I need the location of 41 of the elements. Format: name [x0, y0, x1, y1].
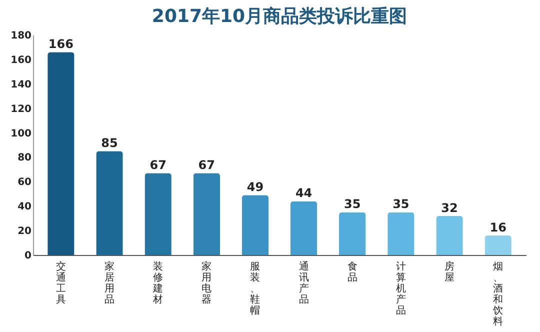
bar: [96, 151, 123, 255]
bar: [193, 173, 220, 255]
data-label: 49: [246, 180, 264, 194]
data-label: 32: [441, 200, 458, 215]
chart-title: 2017年10月商品类投诉比重图: [152, 6, 408, 27]
data-label: 85: [101, 136, 118, 150]
bar: [436, 216, 463, 255]
x-tick-label: 家居用品: [104, 260, 114, 306]
x-tick-label: 服装、鞋帽: [250, 262, 260, 316]
data-label: 35: [392, 197, 410, 212]
x-tick-label: 食品: [347, 260, 358, 284]
bar: [388, 212, 414, 255]
y-tick-label: 60: [18, 177, 32, 188]
data-label: 67: [150, 158, 166, 172]
y-tick-label: 160: [10, 54, 32, 66]
bar: [48, 52, 74, 255]
bar: [484, 235, 512, 255]
data-label: 35: [344, 197, 361, 212]
bar: [242, 195, 269, 255]
data-label: 166: [48, 37, 74, 52]
y-tick-label: 40: [18, 202, 32, 213]
y-tick-label: 140: [10, 79, 32, 90]
x-tick-label: 烟、酒和饮料: [492, 260, 504, 328]
bar: [144, 173, 172, 255]
data-label: 67: [198, 158, 215, 172]
y-tick-label: 0: [24, 250, 32, 262]
bar: [290, 201, 318, 255]
data-label: 44: [295, 186, 312, 200]
x-tick-label: 装修建材: [152, 260, 164, 306]
y-tick-label: 20: [18, 226, 32, 238]
y-tick-label: 80: [18, 152, 32, 164]
x-tick-label: 交通工具: [56, 260, 66, 306]
data-label: 16: [490, 220, 506, 234]
bar: [339, 212, 366, 255]
y-tick-label: 100: [10, 128, 32, 140]
y-tick-label: 120: [10, 104, 32, 115]
x-tick-label: 通讯产品: [298, 260, 309, 306]
x-tick-label: 房屋: [444, 260, 454, 284]
x-tick-label: 家用电器: [202, 260, 212, 306]
x-tick-label: 计算机产品: [396, 260, 406, 316]
y-tick-label: 180: [10, 30, 32, 42]
